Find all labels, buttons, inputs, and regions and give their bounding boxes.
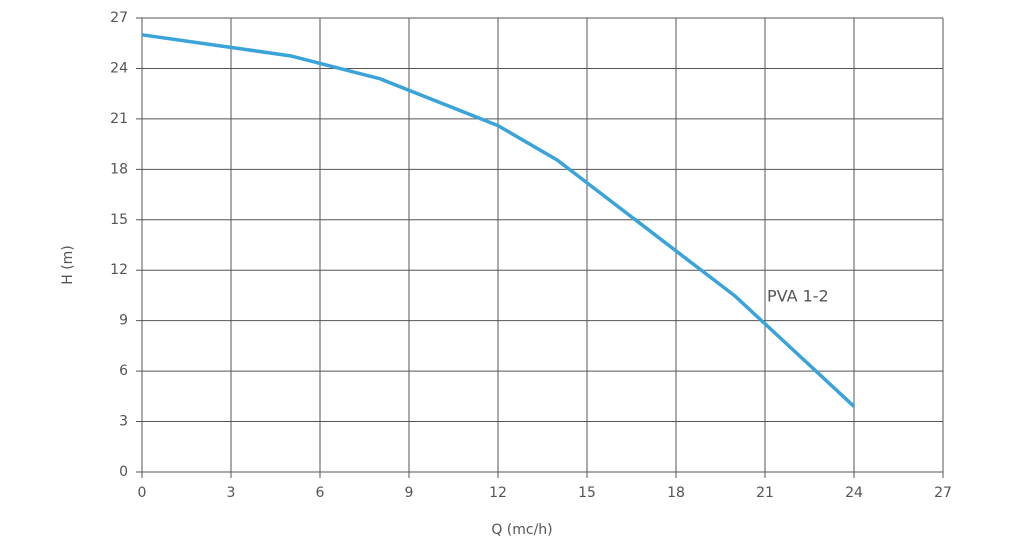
data-line [141,33,856,408]
x-axis-label: Q (mc/h) [491,522,552,538]
y-tick-label: 18 [110,161,128,177]
x-tick-label: 27 [934,485,952,501]
y-tick-label: 27 [110,10,128,26]
y-tick-label: 12 [110,262,128,278]
x-tick-label: 12 [489,485,507,501]
y-axis-label: H (m) [60,245,76,285]
x-tick-label: 15 [578,485,596,501]
y-tick-label: 9 [119,313,128,329]
y-tick-label: 3 [119,414,128,430]
y-tick-label: 21 [110,111,128,127]
x-tick-label: 24 [845,485,863,501]
y-tick-label: 0 [119,464,128,480]
x-tick-label: 18 [667,485,685,501]
x-tick-label: 9 [405,485,414,501]
x-tick-label: 0 [138,485,147,501]
series-label: PVA 1-2 [767,287,829,306]
y-tick-label: 6 [119,363,128,379]
y-tick-label: 15 [110,212,128,228]
x-tick-label: 21 [756,485,774,501]
x-tick-label: 6 [316,485,325,501]
y-tick-label: 24 [110,60,128,76]
x-tick-label: 3 [227,485,236,501]
